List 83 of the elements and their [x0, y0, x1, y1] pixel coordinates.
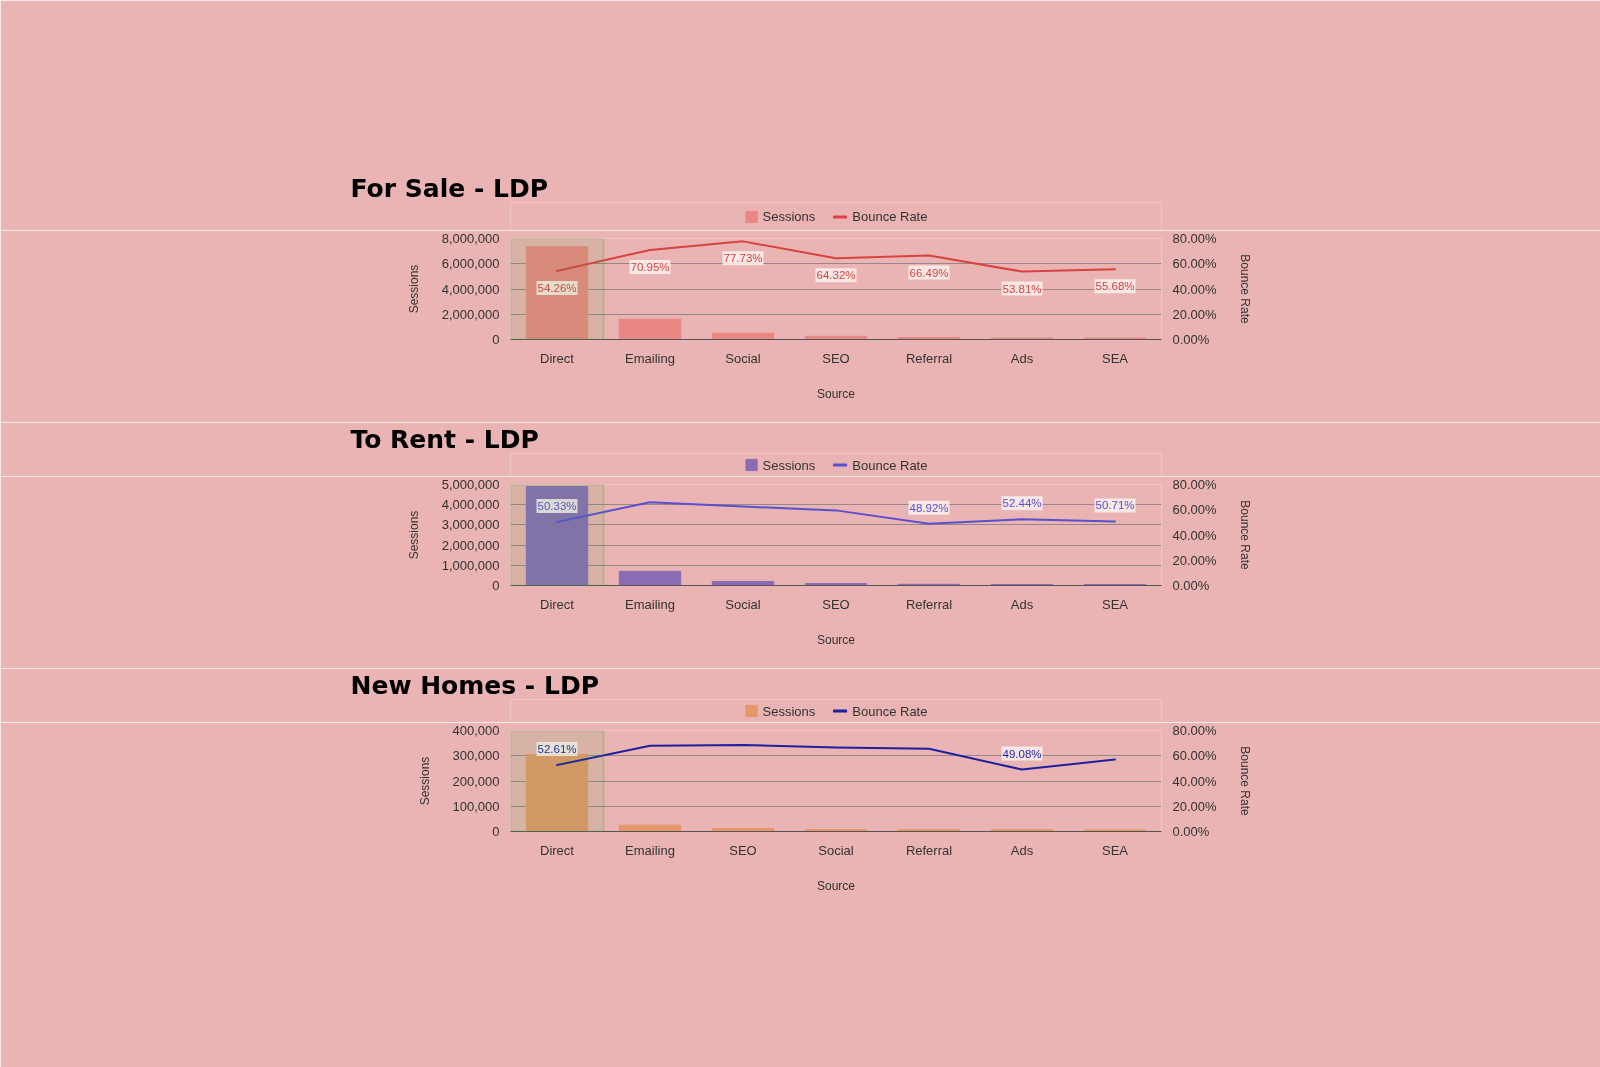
y-tick-label: 1,000,000	[441, 557, 500, 573]
x-tick-label: Social	[818, 842, 854, 858]
y-tick-label: 4,000,000	[441, 281, 500, 297]
legend-label: Bounce Rate	[852, 703, 928, 718]
chart-title: New Homes - LDP	[350, 670, 599, 700]
x-axis-title: Source	[816, 386, 856, 401]
y-axis-title: Sessions	[406, 264, 421, 314]
chart-title: To Rent - LDP	[350, 424, 539, 454]
y2-tick-label: 80.00%	[1172, 231, 1218, 246]
data-label: 50.33%	[537, 499, 577, 512]
x-tick-label: Referral	[905, 842, 953, 858]
chart-title: For Sale - LDP	[350, 173, 548, 203]
data-label: 54.26%	[537, 282, 577, 294]
x-tick-label: SEA	[1101, 596, 1129, 612]
legend-label: Bounce Rate	[852, 457, 928, 472]
y-tick-label: 200,000	[452, 773, 500, 789]
legend-label: Sessions	[762, 457, 816, 472]
y2-tick-label: 60.00%	[1172, 256, 1218, 272]
legend-label: Bounce Rate	[852, 208, 928, 224]
data-label: 64.32%	[816, 269, 856, 282]
data-label: 66.49%	[909, 266, 949, 279]
y-axis-title: Sessions	[417, 756, 432, 806]
x-tick-label: Emailing	[625, 596, 675, 612]
x-tick-label: Social	[725, 596, 761, 612]
y-tick-label: 3,000,000	[441, 517, 500, 533]
legend-label: Sessions	[762, 703, 816, 718]
y-tick-label: 2,000,000	[441, 306, 500, 322]
y-tick-label: 100,000	[452, 798, 500, 814]
x-axis-title: Source	[816, 878, 856, 893]
y-tick-label: 2,000,000	[441, 537, 500, 553]
x-tick-label: Ads	[1010, 350, 1034, 366]
data-label: 50.71%	[1095, 499, 1135, 512]
y2-tick-label: 40.00%	[1172, 527, 1218, 543]
data-label: 55.68%	[1095, 280, 1135, 293]
legend-label: Sessions	[762, 208, 816, 224]
y2-tick-label: 20.00%	[1172, 798, 1218, 814]
data-label: 53.81%	[1002, 282, 1042, 295]
y2-tick-label: 60.00%	[1172, 502, 1218, 518]
y2-tick-label: 40.00%	[1172, 281, 1218, 297]
y2-tick-label: 0.00%	[1172, 332, 1210, 347]
x-tick-label: Referral	[905, 350, 953, 366]
y2-tick-label: 0.00%	[1172, 824, 1210, 839]
y2-tick-label: 60.00%	[1172, 748, 1218, 764]
x-tick-label: SEA	[1101, 842, 1129, 858]
data-label: 70.95%	[630, 260, 670, 273]
data-label: 77.73%	[723, 252, 763, 265]
y2-axis-title: Bounce Rate	[1237, 254, 1252, 325]
y-tick-label: 4,000,000	[441, 497, 500, 513]
x-tick-label: Referral	[905, 596, 953, 612]
data-label: 52.44%	[1002, 497, 1042, 510]
x-tick-label: SEO	[822, 596, 850, 612]
x-tick-label: SEO	[729, 842, 757, 858]
data-label: 49.08%	[1002, 747, 1042, 760]
x-tick-label: Direct	[540, 350, 575, 366]
data-label: 52.61%	[537, 743, 577, 756]
y2-tick-label: 80.00%	[1172, 723, 1218, 738]
y-tick-label: 0	[492, 578, 500, 593]
y-tick-label: 0	[492, 332, 500, 347]
x-tick-label: Direct	[540, 842, 575, 858]
y-tick-label: 5,000,000	[441, 477, 500, 492]
x-tick-label: Ads	[1010, 842, 1034, 858]
y-tick-label: 8,000,000	[441, 231, 500, 246]
y-axis-title: Sessions	[406, 510, 421, 560]
x-tick-label: Emailing	[625, 350, 675, 366]
y-tick-label: 400,000	[452, 723, 500, 738]
x-tick-label: Direct	[540, 596, 575, 612]
x-tick-label: SEO	[822, 350, 850, 366]
x-tick-label: Social	[725, 350, 761, 366]
y2-tick-label: 40.00%	[1172, 773, 1218, 789]
x-tick-label: Ads	[1010, 596, 1034, 612]
y2-tick-label: 20.00%	[1172, 552, 1218, 568]
x-axis-title: Source	[816, 632, 856, 647]
data-label: 48.92%	[909, 501, 949, 514]
y-tick-label: 300,000	[452, 748, 500, 764]
y2-tick-label: 0.00%	[1172, 578, 1210, 593]
y2-axis-title: Bounce Rate	[1237, 500, 1252, 571]
y2-axis-title: Bounce Rate	[1237, 746, 1252, 817]
y-tick-label: 0	[492, 824, 500, 839]
y2-tick-label: 20.00%	[1172, 306, 1218, 322]
y-tick-label: 6,000,000	[441, 256, 500, 272]
x-tick-label: Emailing	[625, 842, 675, 858]
x-tick-label: SEA	[1101, 350, 1129, 366]
y2-tick-label: 80.00%	[1172, 477, 1218, 492]
